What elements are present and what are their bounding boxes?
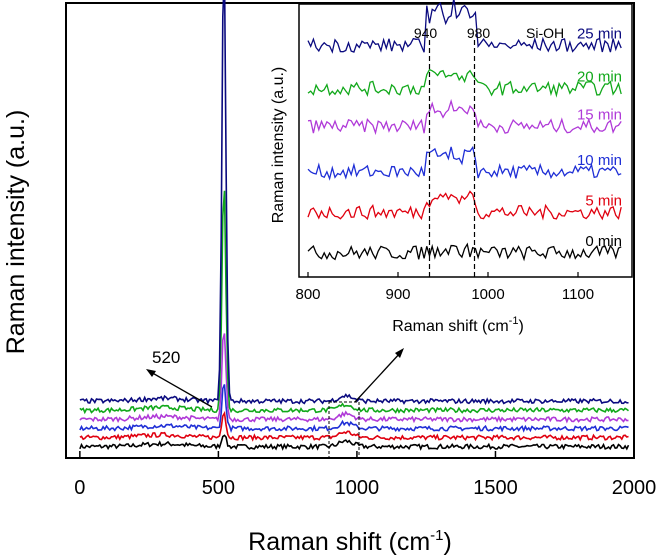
inset-series-line-25-min (307, 0, 622, 54)
inset-label-980: 980 (467, 25, 491, 41)
main-x-tick-label: 500 (202, 477, 235, 499)
inset-x-ticks: 800 900 1000 1100 (295, 272, 594, 303)
inset-series-label: 25 min (577, 25, 622, 42)
main-x-axis-title-sup: -1 (430, 527, 443, 544)
main-series-line-10-min (79, 384, 629, 433)
inset-series-line-0-min (307, 242, 622, 262)
main-series-line-15-min (79, 333, 629, 424)
inset-series-line-20-min (307, 68, 622, 98)
main-x-axis-title: Raman shift (cm-1) (248, 527, 452, 556)
main-x-tick-label: 1500 (473, 477, 518, 499)
peak-520-arrow (148, 370, 213, 408)
inset-series-line-15-min (307, 98, 622, 136)
main-series-line-0-min (79, 434, 630, 451)
inset-series-line-10-min (307, 145, 622, 181)
inset-series-group: 0 min 5 min 10 min 15 min 20 min 25 min (307, 0, 622, 262)
main-series-line-25-min (79, 0, 629, 406)
inset-series-label: 15 min (577, 106, 622, 123)
inset-label-940: 940 (414, 25, 438, 41)
inset-series-line-5-min (307, 190, 622, 221)
inset-x-tick-label: 1100 (562, 286, 594, 303)
main-x-tick-label: 0 (74, 477, 85, 499)
zoom-arrowhead (395, 348, 404, 358)
main-series-line-5-min (79, 410, 629, 442)
inset-x-axis-title: Raman shift (cm-1) (392, 315, 524, 335)
inset-assignment-label: Si-OH (526, 25, 564, 41)
inset-x-axis-title-text: Raman shift (cm (392, 318, 508, 335)
zoom-region-box (328, 401, 360, 459)
inset-x-tick-label: 1000 (471, 286, 504, 303)
inset-series-label: 20 min (577, 68, 622, 85)
main-x-tick-label: 2000 (612, 477, 657, 499)
inset-series-label: 0 min (585, 233, 622, 250)
inset-x-tick-label: 800 (295, 286, 320, 303)
inset-series-label: 10 min (577, 152, 622, 169)
main-series-group (79, 0, 630, 451)
main-y-axis-title: Raman intensity (a.u.) (2, 110, 30, 355)
main-x-ticks: 0 500 1000 1500 2000 (74, 451, 656, 499)
peak-520-arrowhead (146, 369, 156, 377)
inset-x-tick-label: 900 (385, 286, 410, 303)
inset-x-axis-title-close: ) (518, 318, 523, 335)
zoom-arrow (354, 351, 402, 403)
inset-series-label: 5 min (585, 192, 622, 209)
peak-520-label: 520 (152, 348, 180, 367)
main-x-tick-label: 1000 (335, 477, 380, 499)
main-x-axis-title-close: ) (444, 528, 452, 556)
main-x-axis-title-text: Raman shift (cm (248, 528, 430, 556)
inset-x-axis-title-sup: -1 (509, 315, 519, 327)
inset-panel: 0 min 5 min 10 min 15 min 20 min 25 min 800 90… (270, 0, 633, 335)
main-series-line-20-min (79, 190, 630, 415)
inset-y-axis-title: Raman intensity (a.u.) (270, 67, 287, 224)
